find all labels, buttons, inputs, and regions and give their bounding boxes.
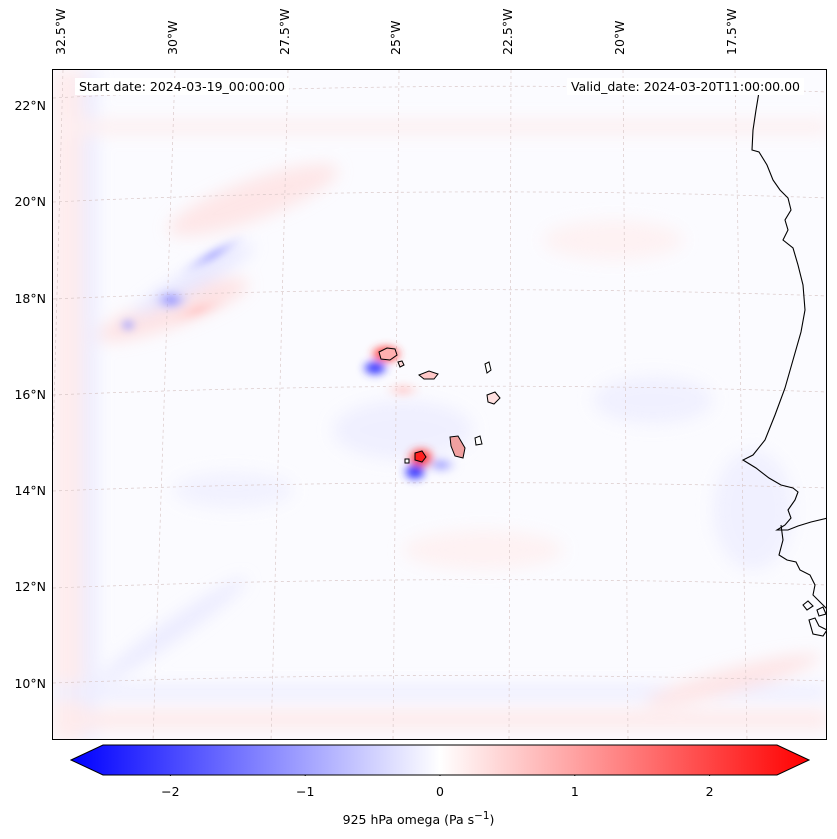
lat-label-10n: 10°N xyxy=(14,676,46,691)
valid-date-label: Valid_date: 2024-03-20T11:00:00.00 xyxy=(566,78,804,95)
coastline-gambia-guinea xyxy=(778,524,826,609)
coastline-bijagos xyxy=(802,600,814,611)
lon-label-17-5w: 17.5°W xyxy=(724,8,739,55)
lon-label-30w: 30°W xyxy=(165,20,180,55)
colorbar-label: 925 hPa omega (Pa s−1) xyxy=(0,810,837,827)
colorbar-tick-label-4: 2 xyxy=(705,784,714,799)
island-sal xyxy=(484,361,492,374)
colorbar-tick-label-3: 1 xyxy=(570,784,579,799)
island-boa-vista xyxy=(486,391,501,405)
colorbar-label-text: 925 hPa omega (Pa s xyxy=(342,812,475,828)
colorbar-label-exponent: −1 xyxy=(474,810,490,822)
coastline-mauritania-senegal xyxy=(741,91,826,531)
colorbar: −2 −1 0 1 2 925 hPa omega (Pa s−1) xyxy=(0,744,837,839)
lat-label-14n: 14°N xyxy=(14,483,46,498)
lat-label-22n: 22°N xyxy=(14,98,46,113)
island-maio xyxy=(474,435,483,446)
island-sao-nicolau xyxy=(418,370,439,380)
colorbar-tick-label-2: 0 xyxy=(436,784,444,799)
start-date-label: Start date: 2024-03-19_00:00:00 xyxy=(75,78,289,95)
lon-label-27-5w: 27.5°W xyxy=(277,8,292,55)
lon-label-20w: 20°W xyxy=(612,20,627,55)
island-santiago xyxy=(449,435,466,459)
lat-label-18n: 18°N xyxy=(14,291,46,306)
colorbar-tick-label-0: −2 xyxy=(161,784,180,799)
coastline xyxy=(741,91,826,637)
island-sao-vicente xyxy=(397,360,405,368)
lat-label-20n: 20°N xyxy=(14,194,46,209)
islands xyxy=(378,347,501,464)
island-fogo xyxy=(414,450,427,463)
lon-label-32-5w: 32.5°W xyxy=(53,8,68,55)
lon-label-25w: 25°W xyxy=(388,20,403,55)
lon-label-22-5w: 22.5°W xyxy=(500,8,515,55)
colorbar-label-close: ) xyxy=(489,812,495,828)
colorbar-tick-label-1: −1 xyxy=(295,784,315,799)
lat-label-12n: 12°N xyxy=(14,579,46,594)
island-santo-antao xyxy=(378,347,398,361)
map-panel: Start date: 2024-03-19_00:00:00 Valid_da… xyxy=(52,69,827,740)
lat-label-16n: 16°N xyxy=(14,387,46,402)
background-field xyxy=(53,70,826,739)
omega-field-map xyxy=(53,70,826,739)
colorbar-gradient xyxy=(70,744,810,776)
island-brava xyxy=(404,458,410,464)
